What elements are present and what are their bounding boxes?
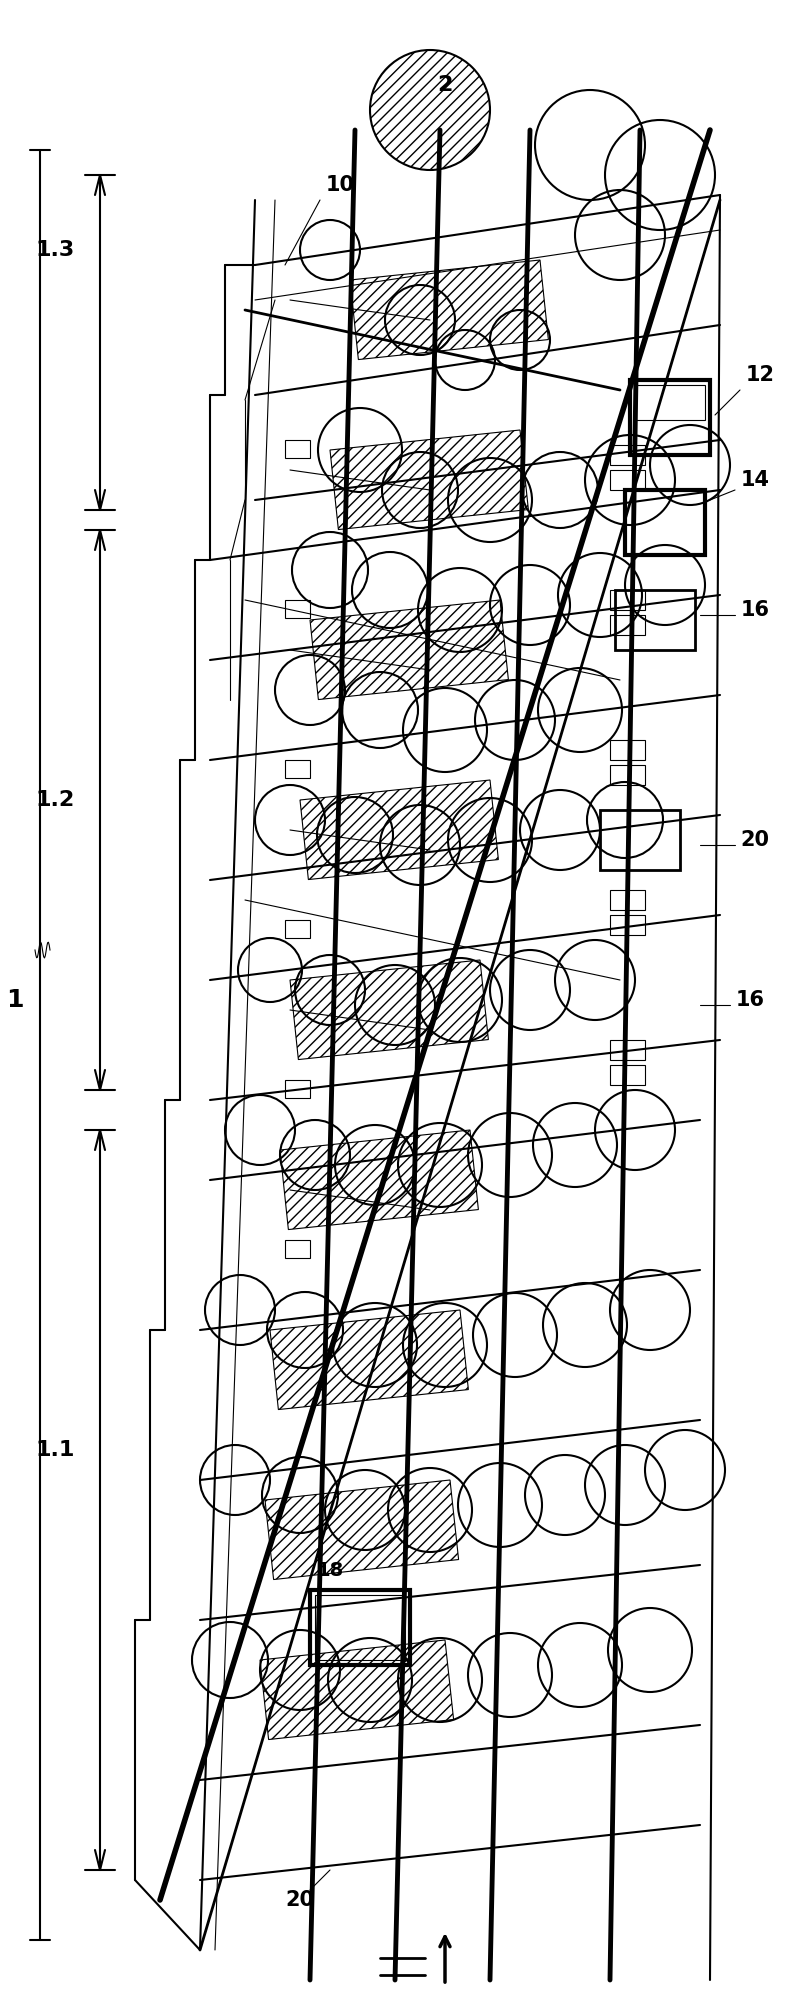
Text: 2: 2	[438, 75, 453, 95]
Text: 1.1: 1.1	[35, 1439, 74, 1460]
Bar	[610, 889, 645, 909]
Bar	[285, 601, 310, 619]
Text: 20: 20	[286, 1891, 314, 1909]
Bar	[610, 470, 645, 490]
Bar	[610, 591, 645, 611]
Bar	[615, 591, 695, 649]
Bar	[610, 915, 645, 935]
Bar	[610, 446, 645, 466]
Text: 12: 12	[746, 365, 774, 385]
Bar	[310, 1591, 410, 1665]
Text: 16: 16	[735, 990, 765, 1010]
Bar	[610, 740, 645, 760]
Bar	[285, 919, 310, 937]
Text: 16: 16	[741, 601, 770, 621]
Bar	[610, 615, 645, 635]
Bar	[285, 439, 310, 458]
Text: 14: 14	[741, 470, 770, 490]
Text: 1.2: 1.2	[35, 790, 74, 810]
Bar	[610, 764, 645, 784]
Bar	[285, 760, 310, 778]
Text: 1.3: 1.3	[35, 240, 74, 260]
Bar	[285, 1081, 310, 1099]
Bar	[630, 379, 710, 456]
Bar	[600, 810, 680, 871]
Bar	[625, 490, 705, 554]
Bar	[315, 1595, 405, 1659]
Bar	[610, 1064, 645, 1085]
Text: 10: 10	[326, 175, 354, 196]
Text: 1: 1	[6, 988, 24, 1012]
Text: 20: 20	[741, 831, 770, 851]
Bar	[635, 385, 705, 419]
Bar	[285, 1240, 310, 1258]
Bar	[610, 1040, 645, 1060]
Text: 18: 18	[316, 1560, 344, 1579]
